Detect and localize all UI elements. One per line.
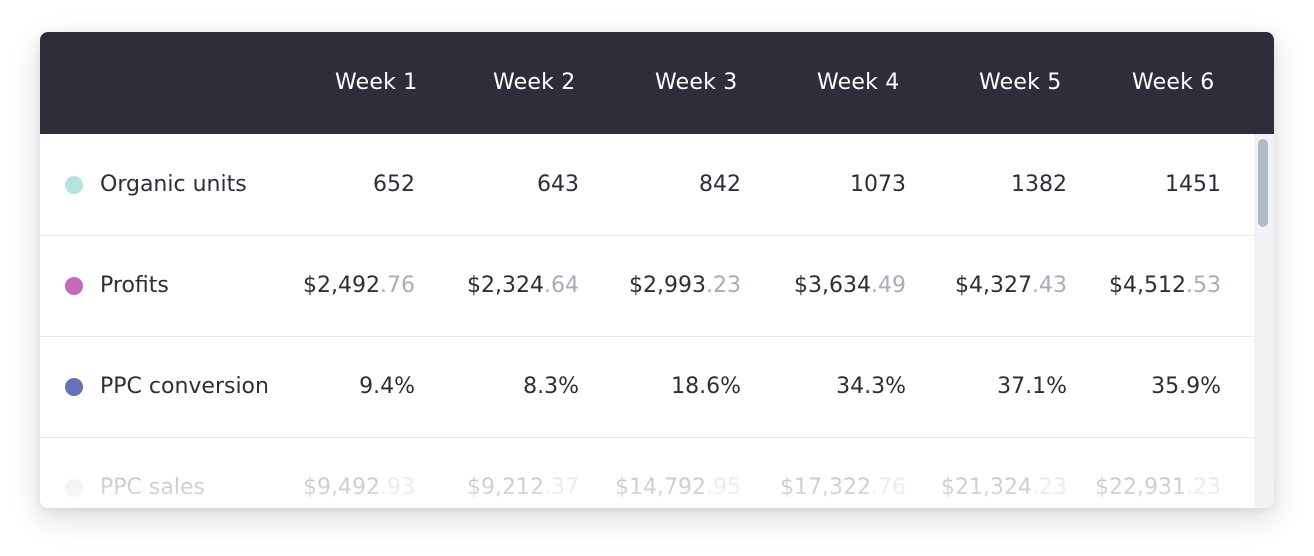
table-cell: $4,327.43 <box>955 273 1067 298</box>
table-cell: $21,324.23 <box>941 475 1067 500</box>
table-cell: $14,792.95 <box>615 475 741 500</box>
table-cell: 8.3% <box>523 374 579 399</box>
vertical-scrollbar-track[interactable] <box>1254 134 1274 508</box>
table-cell: 842 <box>699 172 741 197</box>
row-label: Profits <box>100 273 169 298</box>
row-label: PPC sales <box>100 475 205 500</box>
table-row[interactable]: Organic units 652 643 842 1073 1382 1451 <box>40 134 1254 236</box>
table-cell: 652 <box>373 172 415 197</box>
table-cell: $2,993.23 <box>629 273 741 298</box>
column-header-week-1[interactable]: Week 1 <box>335 70 418 95</box>
series-color-dot <box>65 277 83 295</box>
table-cell: $3,634.49 <box>794 273 906 298</box>
table-cell: 9.4% <box>359 374 415 399</box>
table-cell: $9,492.93 <box>303 475 415 500</box>
table-cell: 18.6% <box>671 374 741 399</box>
table-cell: $17,322.76 <box>780 475 906 500</box>
column-header-week-2[interactable]: Week 2 <box>493 70 576 95</box>
table-row[interactable]: PPC sales $9,492.93 $9,212.37 $14,792.95… <box>40 437 1254 508</box>
table-cell: 34.3% <box>836 374 906 399</box>
series-color-dot <box>65 378 83 396</box>
table-cell: $2,492.76 <box>303 273 415 298</box>
table-body[interactable]: Organic units 652 643 842 1073 1382 1451… <box>40 134 1254 508</box>
vertical-scrollbar-thumb[interactable] <box>1258 139 1268 227</box>
column-header-week-3[interactable]: Week 3 <box>655 70 738 95</box>
column-header-week-4[interactable]: Week 4 <box>817 70 900 95</box>
row-label: Organic units <box>100 172 247 197</box>
table-cell: 643 <box>537 172 579 197</box>
series-color-dot <box>65 176 83 194</box>
table-cell: 1382 <box>1011 172 1067 197</box>
table-cell: $2,324.64 <box>467 273 579 298</box>
table-cell: $9,212.37 <box>467 475 579 500</box>
table-cell: 1073 <box>850 172 906 197</box>
table-cell: $4,512.53 <box>1109 273 1221 298</box>
table-header: Week 1 Week 2 Week 3 Week 4 Week 5 Week … <box>40 32 1274 134</box>
table-cell: 1451 <box>1165 172 1221 197</box>
table-cell: 35.9% <box>1151 374 1221 399</box>
table-row[interactable]: Profits $2,492.76 $2,324.64 $2,993.23 $3… <box>40 235 1254 337</box>
table-row[interactable]: PPC conversion 9.4% 8.3% 18.6% 34.3% 37.… <box>40 336 1254 438</box>
table-cell: $22,931.23 <box>1095 475 1221 500</box>
column-header-week-5[interactable]: Week 5 <box>979 70 1062 95</box>
metrics-table-card: Week 1 Week 2 Week 3 Week 4 Week 5 Week … <box>40 32 1274 508</box>
series-color-dot <box>65 479 83 497</box>
row-label: PPC conversion <box>100 374 269 399</box>
table-cell: 37.1% <box>997 374 1067 399</box>
column-header-week-6[interactable]: Week 6 <box>1132 70 1215 95</box>
